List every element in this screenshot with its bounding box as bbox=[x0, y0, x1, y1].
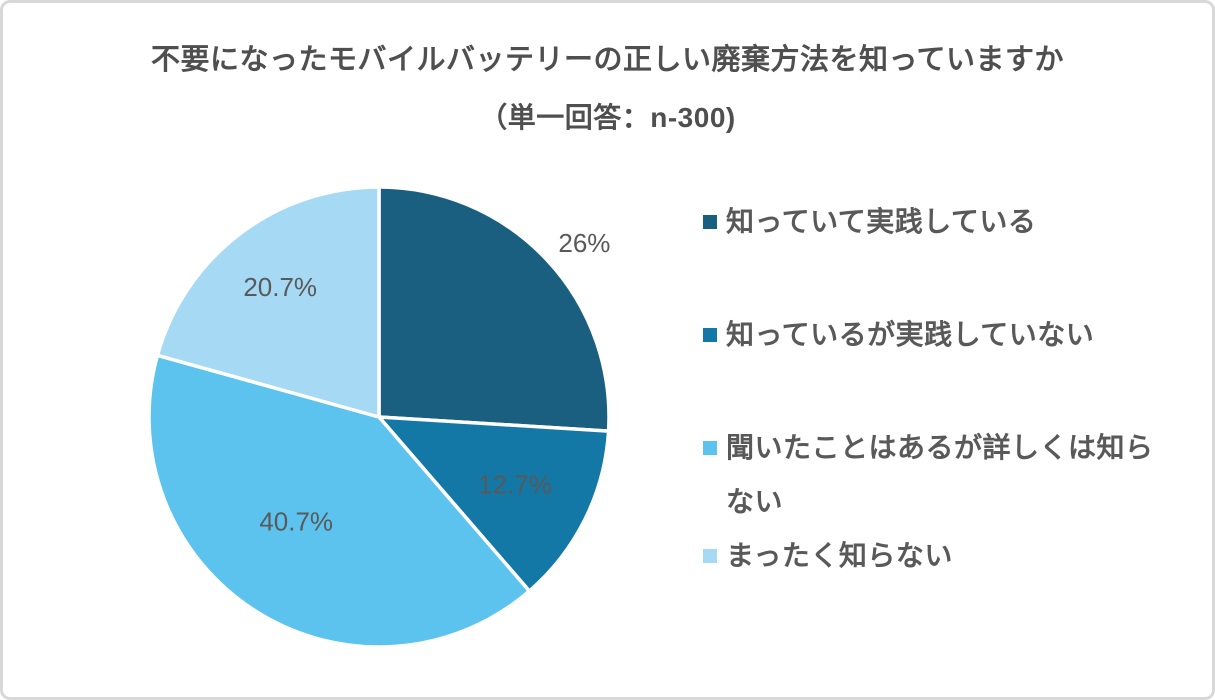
chart-subtitle: （単一回答：n-300) bbox=[479, 101, 736, 133]
legend-swatch-icon bbox=[703, 215, 717, 229]
legend-swatch-icon bbox=[703, 549, 717, 563]
pie-label-1: 26% bbox=[558, 228, 610, 258]
chart-title: 不要になったモバイルバッテリーの正しい廃棄方法を知っていますか bbox=[150, 44, 1065, 76]
pie-slice-2 bbox=[377, 415, 611, 593]
pie-chart: 26% 12.7% 40.7% 20.7% bbox=[147, 185, 611, 649]
pie-slice-1 bbox=[377, 185, 611, 433]
legend-item-label: 聞いたことはあるが詳しくは知らない bbox=[726, 432, 1154, 517]
legend-swatch-icon bbox=[703, 441, 717, 455]
pie-label-4: 20.7% bbox=[243, 272, 317, 302]
legend-item-label: 知っているが実践していない bbox=[726, 319, 1095, 350]
title-block: 不要になったモバイルバッテリーの正しい廃棄方法を知っていますか （単一回答：n-… bbox=[3, 44, 1212, 136]
legend-item-2: 知っているが実践していない bbox=[703, 308, 1155, 362]
legend-item-4: まったく知らない bbox=[703, 529, 1155, 583]
legend-item-label: 知っていて実践している bbox=[726, 206, 1037, 237]
pie-label-2: 12.7% bbox=[478, 469, 552, 499]
pie-slice-3 bbox=[147, 353, 532, 649]
pie-slice-4 bbox=[155, 185, 381, 419]
pie-label-3: 40.7% bbox=[259, 507, 333, 537]
legend-item-label: まったく知らない bbox=[726, 540, 953, 571]
legend: 知っていて実践している知っているが実践していない聞いたことはあるが詳しくは知らな… bbox=[703, 195, 1155, 583]
legend-swatch-icon bbox=[703, 328, 717, 342]
legend-item-1: 知っていて実践している bbox=[703, 195, 1155, 249]
legend-item-3: 聞いたことはあるが詳しくは知らない bbox=[703, 421, 1155, 529]
